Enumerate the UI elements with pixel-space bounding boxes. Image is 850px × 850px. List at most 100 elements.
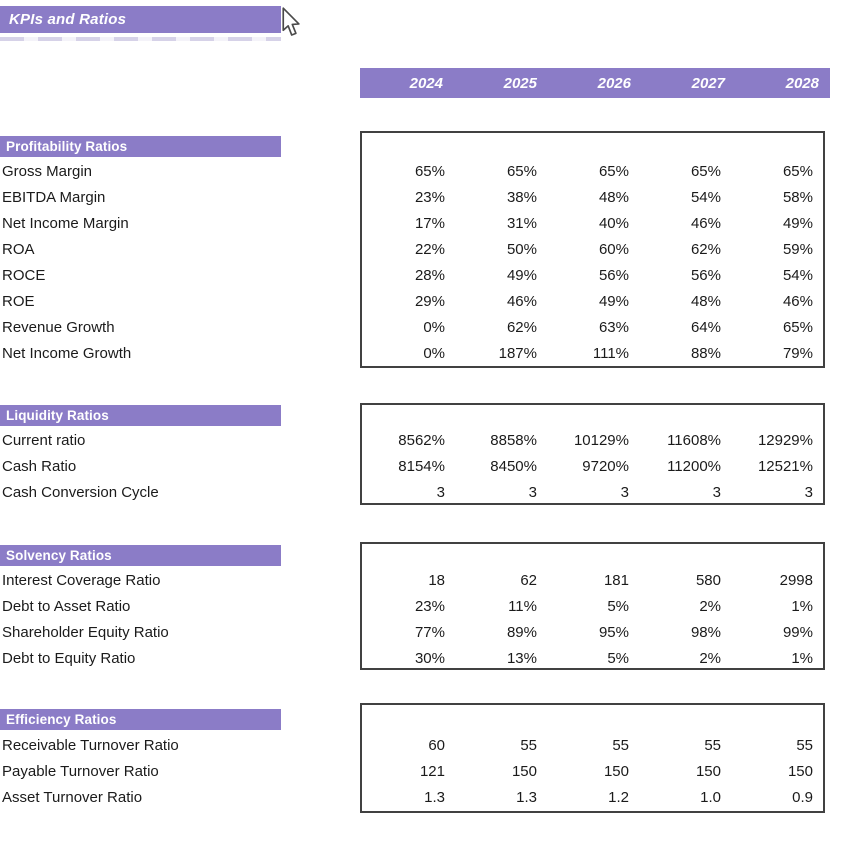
cell-value[interactable]: 150: [511, 763, 537, 780]
cell-value[interactable]: 12929%: [757, 432, 813, 449]
cell-value[interactable]: 0%: [423, 319, 445, 336]
year-header-cell[interactable]: 2027: [691, 74, 725, 92]
cell-value[interactable]: 98%: [690, 624, 721, 641]
cell-value[interactable]: 65%: [782, 163, 813, 180]
cell-value[interactable]: 65%: [506, 163, 537, 180]
year-header-cell[interactable]: 2028: [785, 74, 819, 92]
cell-value[interactable]: 1.0: [700, 789, 721, 806]
cell-value[interactable]: 5%: [607, 598, 629, 615]
cell-value[interactable]: 1%: [791, 650, 813, 667]
cell-value[interactable]: 1%: [791, 598, 813, 615]
cell-value[interactable]: 62: [520, 572, 537, 589]
cell-value[interactable]: 3: [804, 484, 813, 501]
cell-value[interactable]: 150: [603, 763, 629, 780]
row-label[interactable]: ROA: [2, 241, 35, 258]
cell-value[interactable]: 28%: [414, 267, 445, 284]
cell-value[interactable]: 77%: [414, 624, 445, 641]
cell-value[interactable]: 2%: [699, 650, 721, 667]
cell-value[interactable]: 65%: [690, 163, 721, 180]
row-label[interactable]: Net Income Growth: [2, 345, 132, 362]
cell-value[interactable]: 56%: [690, 267, 721, 284]
cell-value[interactable]: 8858%: [490, 432, 537, 449]
cell-value[interactable]: 65%: [598, 163, 629, 180]
cell-value[interactable]: 55: [796, 737, 813, 754]
cell-value[interactable]: 65%: [414, 163, 445, 180]
cell-value[interactable]: 60: [428, 737, 445, 754]
cell-value[interactable]: 18: [428, 572, 445, 589]
cell-value[interactable]: 38%: [506, 189, 537, 206]
cell-value[interactable]: 46%: [506, 293, 537, 310]
cell-value[interactable]: 8562%: [398, 432, 445, 449]
cell-value[interactable]: 3: [436, 484, 445, 501]
cell-value[interactable]: 56%: [598, 267, 629, 284]
row-label[interactable]: Cash Conversion Cycle: [2, 484, 159, 501]
cell-value[interactable]: 46%: [782, 293, 813, 310]
cell-value[interactable]: 8450%: [490, 458, 537, 475]
cell-value[interactable]: 55: [612, 737, 629, 754]
cell-value[interactable]: 59%: [782, 241, 813, 258]
cell-value[interactable]: 17%: [414, 215, 445, 232]
row-label[interactable]: EBITDA Margin: [2, 189, 106, 206]
cell-value[interactable]: 187%: [498, 345, 537, 362]
cell-value[interactable]: 8154%: [398, 458, 445, 475]
cell-value[interactable]: 3: [712, 484, 721, 501]
row-label[interactable]: Payable Turnover Ratio: [2, 763, 159, 780]
cell-value[interactable]: 11%: [508, 598, 537, 615]
cell-value[interactable]: 95%: [598, 624, 629, 641]
cell-value[interactable]: 62%: [690, 241, 721, 258]
cell-value[interactable]: 1.3: [424, 789, 445, 806]
row-label[interactable]: Cash Ratio: [2, 458, 77, 475]
row-label[interactable]: Interest Coverage Ratio: [2, 572, 161, 589]
cell-value[interactable]: 580: [695, 572, 721, 589]
cell-value[interactable]: 99%: [782, 624, 813, 641]
cell-value[interactable]: 23%: [414, 598, 445, 615]
cell-value[interactable]: 2%: [699, 598, 721, 615]
cell-value[interactable]: 3: [528, 484, 537, 501]
cell-value[interactable]: 89%: [506, 624, 537, 641]
cell-value[interactable]: 29%: [414, 293, 445, 310]
cell-value[interactable]: 49%: [506, 267, 537, 284]
cell-value[interactable]: 64%: [690, 319, 721, 336]
row-label[interactable]: Revenue Growth: [2, 319, 115, 336]
row-label[interactable]: Shareholder Equity Ratio: [2, 624, 169, 641]
year-header-cell[interactable]: 2025: [503, 74, 537, 92]
cell-value[interactable]: 11608%: [667, 432, 721, 449]
row-label[interactable]: Current ratio: [2, 432, 86, 449]
cell-value[interactable]: 55: [520, 737, 537, 754]
cell-value[interactable]: 181: [603, 572, 629, 589]
cell-value[interactable]: 63%: [598, 319, 629, 336]
cell-value[interactable]: 121: [419, 763, 445, 780]
cell-value[interactable]: 13%: [506, 650, 537, 667]
cell-value[interactable]: 62%: [506, 319, 537, 336]
cell-value[interactable]: 22%: [414, 241, 445, 258]
cell-value[interactable]: 48%: [598, 189, 629, 206]
cell-value[interactable]: 65%: [782, 319, 813, 336]
cell-value[interactable]: 54%: [690, 189, 721, 206]
cell-value[interactable]: 46%: [690, 215, 721, 232]
cell-value[interactable]: 54%: [782, 267, 813, 284]
row-label[interactable]: Gross Margin: [2, 163, 93, 180]
cell-value[interactable]: 23%: [414, 189, 445, 206]
cell-value[interactable]: 111%: [592, 345, 629, 362]
cell-value[interactable]: 9720%: [582, 458, 629, 475]
row-label[interactable]: Net Income Margin: [2, 215, 129, 232]
cell-value[interactable]: 0.9: [792, 789, 813, 806]
cell-value[interactable]: 2998: [779, 572, 813, 589]
cell-value[interactable]: 88%: [690, 345, 721, 362]
cell-value[interactable]: 79%: [782, 345, 813, 362]
cell-value[interactable]: 58%: [782, 189, 813, 206]
cell-value[interactable]: 60%: [598, 241, 629, 258]
cell-value[interactable]: 10129%: [573, 432, 629, 449]
row-label[interactable]: Debt to Asset Ratio: [2, 598, 131, 615]
row-label[interactable]: Receivable Turnover Ratio: [2, 737, 179, 754]
cell-value[interactable]: 50%: [506, 241, 537, 258]
year-header-cell[interactable]: 2024: [409, 74, 443, 92]
cell-value[interactable]: 40%: [598, 215, 629, 232]
cell-value[interactable]: 1.2: [608, 789, 629, 806]
cell-value[interactable]: 150: [695, 763, 721, 780]
cell-value[interactable]: 48%: [690, 293, 721, 310]
cell-value[interactable]: 49%: [598, 293, 629, 310]
cell-value[interactable]: 55: [704, 737, 721, 754]
cell-value[interactable]: 11200%: [667, 458, 721, 475]
row-label[interactable]: Debt to Equity Ratio: [2, 650, 136, 667]
